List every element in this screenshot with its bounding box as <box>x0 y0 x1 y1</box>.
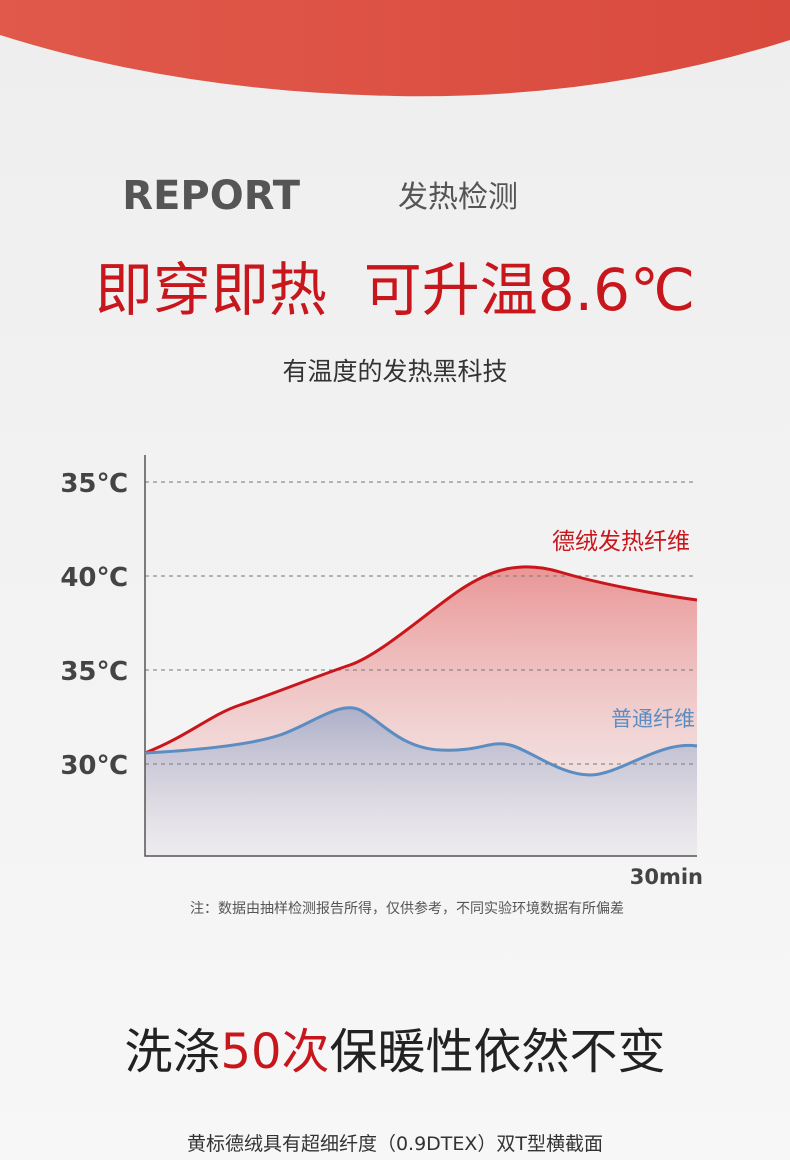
headline-part: 保暖性依然不变 <box>330 1024 666 1080</box>
title-cn: 发热检测 <box>398 180 518 215</box>
headline-part: 50次 <box>220 1024 329 1080</box>
series-label: 普通纤维 <box>611 707 695 731</box>
x-label: 30min <box>630 865 703 889</box>
blue-curve <box>144 706 698 777</box>
figure: 35℃ 40℃ 35℃ 30℃ 德绒发热纤维 普通纤维 30min 注：数据由抽… <box>60 455 703 917</box>
section-headline: 洗涤50次保暖性依然不变 <box>124 1024 665 1080</box>
axes <box>144 455 697 857</box>
subtitle: 有温度的发热黑科技 <box>282 357 507 386</box>
title-en: REPORT <box>122 173 300 219</box>
caption: 黄标德绒具有超细纤度（0.9DTEX）双T型横截面 <box>187 1133 603 1155</box>
y-label: 30℃ <box>60 751 128 781</box>
y-label: 35℃ <box>60 657 128 687</box>
headline-part: 洗涤 <box>124 1024 220 1080</box>
note: 注：数据由抽样检测报告所得，仅供参考，不同实验环境数据有所偏差 <box>190 900 624 917</box>
headline: 即穿即热 可升温8.6℃ <box>95 256 695 324</box>
series-label: 德绒发热纤维 <box>552 529 690 555</box>
red-curve <box>144 565 698 755</box>
fabric-band <box>0 0 790 97</box>
y-label: 35℃ <box>60 469 128 499</box>
blue-area <box>145 707 697 856</box>
y-label: 40℃ <box>60 563 128 593</box>
